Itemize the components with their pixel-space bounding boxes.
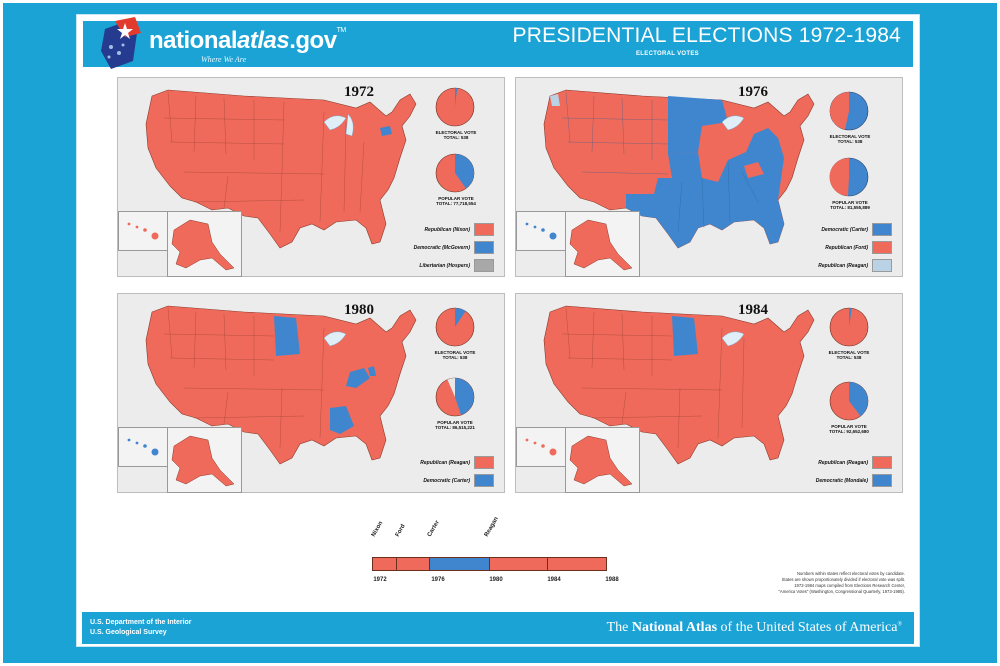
panel-year: 1980 (344, 302, 374, 318)
us-map-1984 (543, 305, 815, 465)
democratic-swatch (872, 223, 892, 236)
brand-wordmark: nationalatlas.govTM (149, 27, 346, 54)
faithless-reagan-swatch (872, 259, 892, 272)
republican-swatch (474, 223, 494, 236)
legend-1980: Republican (Reagan) Democratic (Carter) (420, 455, 494, 491)
popular-vote-label: POPULAR VOTE TOTAL: 92,652,680 (829, 424, 869, 434)
legend-item: Democratic (Mondale) (816, 473, 892, 488)
popular-vote-pie-1984 (829, 381, 869, 421)
electoral-vote-label: ELECTORAL VOTE TOTAL: 538 (828, 350, 870, 360)
democratic-swatch (474, 474, 494, 487)
legend-1972: Republican (Nixon) Democratic (McGovern)… (414, 222, 494, 276)
legend-1976: Democratic (Carter) Republican (Ford) Re… (818, 222, 892, 276)
header-bar: nationalatlas.govTM Where We Are PRESIDE… (83, 17, 913, 69)
panel-year: 1972 (344, 84, 374, 100)
electoral-vote-pie-1984 (829, 307, 869, 347)
democratic-swatch (872, 474, 892, 487)
us-map-1980 (145, 305, 417, 465)
popular-vote-pie-1972 (435, 153, 475, 193)
legend-item: Republican (Ford) (818, 240, 892, 255)
alaska-inset (167, 211, 242, 277)
footer-bar: U.S. Department of the Interior U.S. Geo… (82, 612, 914, 644)
source-note: Numbers within states reflect electoral … (778, 571, 905, 594)
legend-item: Republican (Reagan) (420, 455, 494, 470)
atlas-name: The National Atlas of the United States … (606, 620, 902, 635)
legend-item: Democratic (Carter) (420, 473, 494, 488)
democratic-swatch (474, 241, 494, 254)
brand-tagline: Where We Are (201, 55, 247, 64)
us-map-1976 (543, 89, 815, 249)
popular-vote-pie-1976 (829, 157, 869, 197)
electoral-vote-pie-1972 (435, 87, 475, 127)
legend-item: Democratic (McGovern) (414, 240, 494, 255)
timeline-tick: 1984 (547, 577, 561, 583)
timeline-segment (430, 558, 490, 570)
timeline-segment (548, 558, 606, 570)
electoral-vote-pie-1976 (829, 91, 869, 131)
panel-year: 1976 (738, 84, 768, 100)
electoral-vote-pie-1980 (435, 307, 475, 347)
panel-year: 1984 (738, 302, 768, 318)
republican-swatch (474, 456, 494, 469)
legend-item: Libertarian (Hospers) (414, 258, 494, 273)
timeline-tick: 1980 (489, 577, 503, 583)
map-panel-1972: 1972 ELECTORAL VOTE TOTAL: 538 POPULAR VO… (117, 77, 505, 277)
popular-vote-label: POPULAR VOTE TOTAL: 81,555,889 (830, 200, 870, 210)
alaska-inset (565, 211, 640, 277)
map-panel-1980: 1980 ELECTORAL VOTE TOTAL: 538 POPULAR VO… (117, 293, 505, 493)
hawaii-inset (118, 211, 168, 251)
alaska-inset (167, 427, 242, 493)
popular-vote-pie-1980 (435, 377, 475, 417)
agency-credit: U.S. Department of the Interior U.S. Geo… (90, 619, 192, 636)
legend-item: Republican (Reagan) (816, 455, 892, 470)
timeline-tick: 1972 (373, 577, 387, 583)
presidency-timeline (372, 557, 607, 571)
electoral-vote-label: ELECTORAL VOTE TOTAL: 538 (434, 350, 476, 360)
national-atlas-logo-icon (101, 17, 141, 69)
hawaii-inset (516, 211, 566, 251)
map-panel-1984: 1984 ELECTORAL VOTE TOTAL: 538 POPULAR VO… (515, 293, 903, 493)
electoral-vote-label: ELECTORAL VOTE TOTAL: 538 (435, 130, 477, 140)
hawaii-inset (118, 427, 168, 467)
legend-item: Republican (Nixon) (414, 222, 494, 237)
timeline-tick: 1988 (605, 577, 619, 583)
popular-vote-label: POPULAR VOTE TOTAL: 77,718,554 (436, 196, 476, 206)
poster-title: PRESIDENTIAL ELECTIONS 1972-1984 (512, 24, 901, 47)
alaska-inset (565, 427, 640, 493)
republican-swatch (872, 456, 892, 469)
timeline-segment (373, 558, 397, 570)
timeline-segment (397, 558, 430, 570)
legend-1984: Republican (Reagan) Democratic (Mondale) (816, 455, 892, 491)
map-panel-1976: 1976 ELECTORAL VOTE TOTAL: 538 POPULAR VO… (515, 77, 903, 277)
legend-item: Republican (Reagan) (818, 258, 892, 273)
hawaii-inset (516, 427, 566, 467)
libertarian-swatch (474, 259, 494, 272)
legend-item: Democratic (Carter) (818, 222, 892, 237)
republican-swatch (872, 241, 892, 254)
timeline-segment (490, 558, 548, 570)
electoral-vote-label: ELECTORAL VOTE TOTAL: 538 (829, 134, 871, 144)
popular-vote-label: POPULAR VOTE TOTAL: 86,515,221 (435, 420, 475, 430)
poster-subtitle: ELECTORAL VOTES (636, 51, 699, 57)
us-map-1972 (145, 89, 417, 249)
timeline-tick: 1976 (431, 577, 445, 583)
